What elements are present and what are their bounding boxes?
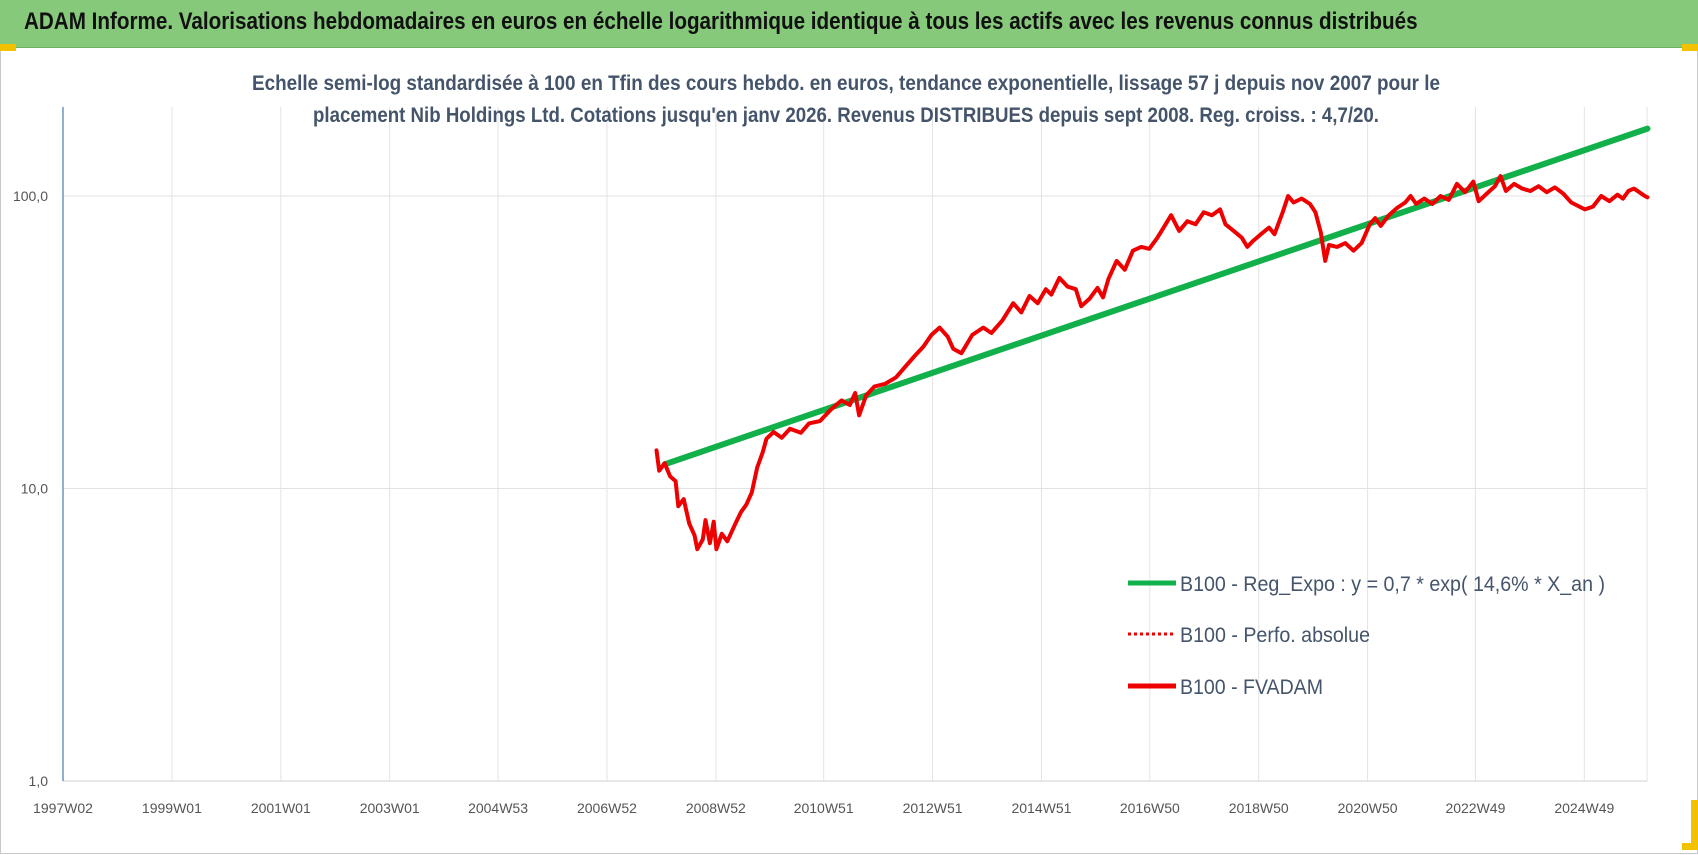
x-tick-label: 2022W49 [1445,800,1505,816]
x-tick-label: 2004W53 [468,800,528,816]
x-tick-label: 2016W50 [1120,800,1180,816]
x-tick-label: 1999W01 [142,800,202,816]
x-tick-label: 2008W52 [686,800,746,816]
y-axis-ticks: 1,0 10,0 100,0 [13,188,48,789]
series-line-regression [661,125,1651,468]
y-tick-label: 1,0 [29,773,49,789]
x-tick-label: 2024W49 [1554,800,1614,816]
x-tick-label: 2014W51 [1011,800,1071,816]
x-tick-label: 2003W01 [360,800,420,816]
series-line-fvadam [654,174,1650,552]
corner-marker-bottom-right [1691,800,1698,850]
x-tick-label: 2012W51 [903,800,963,816]
page-title: ADAM Informe. Valorisations hebdomadaire… [24,8,1418,35]
header-bar: ADAM Informe. Valorisations hebdomadaire… [0,0,1698,48]
x-tick-label: 2001W01 [251,800,311,816]
legend: B100 - Reg_Expo : y = 0,7 * exp( 14,6% *… [1128,573,1605,699]
x-tick-label: 1997W02 [33,800,93,816]
chart-subtitle-line-2: placement Nib Holdings Ltd. Cotations ju… [313,104,1379,127]
legend-label-regression: B100 - Reg_Expo : y = 0,7 * exp( 14,6% *… [1180,573,1605,596]
legend-label-fvadam: B100 - FVADAM [1180,676,1323,699]
x-axis-ticks: 1997W02 1999W01 2001W01 2003W01 2004W53 2006W… [33,800,1614,816]
chart-subtitle-line-1: Echelle semi-log standardisée à 100 en T… [252,72,1440,95]
y-tick-label: 10,0 [21,481,48,497]
x-tick-label: 2006W52 [577,800,637,816]
series-layer [654,125,1651,552]
legend-label-perfo: B100 - Perfo. absolue [1180,624,1370,647]
corner-marker-top-left [0,44,16,51]
corner-marker-bottom-right-base [1682,843,1698,850]
x-tick-label: 2020W50 [1338,800,1398,816]
corner-marker-top-right [1682,44,1698,51]
y-tick-label: 100,0 [13,188,48,204]
x-tick-label: 2018W50 [1229,800,1289,816]
x-tick-label: 2010W51 [794,800,854,816]
